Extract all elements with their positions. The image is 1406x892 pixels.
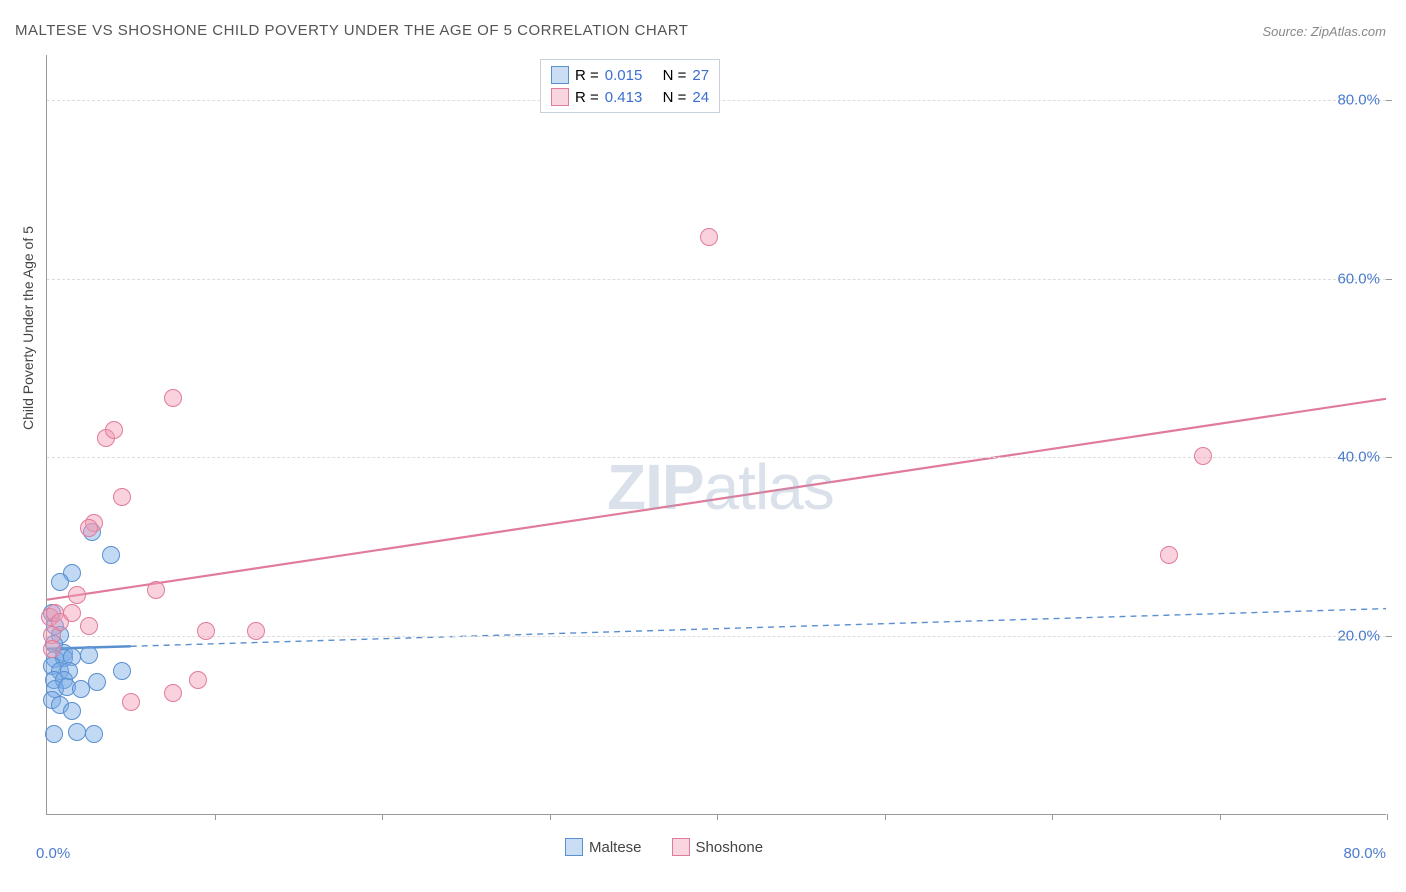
legend-swatch-blue-icon (551, 66, 569, 84)
data-point-shoshone (164, 684, 182, 702)
r-label: R = (575, 67, 599, 84)
y-tick-mark (1386, 100, 1392, 101)
grid-line (47, 636, 1386, 637)
data-point-shoshone (113, 488, 131, 506)
x-tick-mark (1387, 814, 1388, 820)
x-tick-mark (1220, 814, 1221, 820)
legend-item-maltese: Maltese (565, 838, 642, 856)
legend-label-maltese: Maltese (589, 839, 642, 856)
y-tick-label: 80.0% (1337, 91, 1380, 108)
legend-series-box: Maltese Shoshone (565, 838, 763, 856)
x-tick-mark (717, 814, 718, 820)
data-point-shoshone (197, 622, 215, 640)
data-point-shoshone (189, 671, 207, 689)
data-point-shoshone (1194, 447, 1212, 465)
legend-item-shoshone: Shoshone (672, 838, 764, 856)
watermark-zip: ZIP (607, 451, 704, 523)
x-tick-mark (215, 814, 216, 820)
source-name: ZipAtlas.com (1311, 24, 1386, 39)
legend-row-shoshone-stats: R = 0.413 N = 24 (551, 86, 709, 108)
n-value-shoshone: 24 (692, 89, 709, 106)
data-point-shoshone (1160, 546, 1178, 564)
chart-title: MALTESE VS SHOSHONE CHILD POVERTY UNDER … (15, 22, 688, 39)
y-tick-label: 60.0% (1337, 270, 1380, 287)
r-label: R = (575, 89, 599, 106)
data-point-maltese (63, 702, 81, 720)
data-point-maltese (51, 573, 69, 591)
legend-correlation-box: R = 0.015 N = 27 R = 0.413 N = 24 (540, 59, 720, 113)
n-label: N = (663, 67, 687, 84)
chart-plot-area: ZIPatlas 20.0% 40.0% 60.0% 80.0% (46, 55, 1386, 815)
data-point-shoshone (63, 604, 81, 622)
data-point-maltese (45, 725, 63, 743)
source-label: Source: (1262, 24, 1310, 39)
data-point-shoshone (80, 617, 98, 635)
trend-line-shoshone (47, 399, 1386, 600)
grid-line (47, 457, 1386, 458)
n-label: N = (663, 89, 687, 106)
data-point-maltese (80, 646, 98, 664)
x-tick-mark (382, 814, 383, 820)
data-point-shoshone (247, 622, 265, 640)
trend-line-maltese-dashed (131, 609, 1386, 647)
data-point-shoshone (700, 228, 718, 246)
x-tick-mark (550, 814, 551, 820)
legend-swatch-pink-icon (672, 838, 690, 856)
data-point-maltese (88, 673, 106, 691)
y-tick-label: 40.0% (1337, 449, 1380, 466)
legend-row-maltese-stats: R = 0.015 N = 27 (551, 64, 709, 86)
n-value-maltese: 27 (692, 67, 709, 84)
legend-swatch-blue-icon (565, 838, 583, 856)
r-value-shoshone: 0.413 (605, 89, 643, 106)
x-axis-origin-label: 0.0% (36, 845, 70, 862)
trend-lines-svg (47, 55, 1386, 814)
watermark: ZIPatlas (607, 450, 834, 524)
legend-swatch-pink-icon (551, 88, 569, 106)
x-axis-max-label: 80.0% (1343, 845, 1386, 862)
r-value-maltese: 0.015 (605, 67, 643, 84)
y-tick-mark (1386, 279, 1392, 280)
data-point-maltese (85, 725, 103, 743)
data-point-shoshone (122, 693, 140, 711)
x-tick-mark (1052, 814, 1053, 820)
data-point-shoshone (80, 519, 98, 537)
data-point-maltese (113, 662, 131, 680)
data-point-shoshone (105, 421, 123, 439)
data-point-maltese (102, 546, 120, 564)
x-tick-mark (885, 814, 886, 820)
y-tick-mark (1386, 457, 1392, 458)
data-point-maltese (68, 723, 86, 741)
data-point-shoshone (43, 640, 61, 658)
legend-label-shoshone: Shoshone (696, 839, 764, 856)
grid-line (47, 279, 1386, 280)
data-point-shoshone (147, 581, 165, 599)
y-tick-mark (1386, 636, 1392, 637)
source-attribution: Source: ZipAtlas.com (1262, 24, 1386, 39)
y-axis-title: Child Poverty Under the Age of 5 (20, 226, 36, 430)
watermark-atlas: atlas (704, 451, 834, 523)
data-point-shoshone (68, 586, 86, 604)
data-point-maltese (72, 680, 90, 698)
data-point-shoshone (164, 389, 182, 407)
y-tick-label: 20.0% (1337, 628, 1380, 645)
